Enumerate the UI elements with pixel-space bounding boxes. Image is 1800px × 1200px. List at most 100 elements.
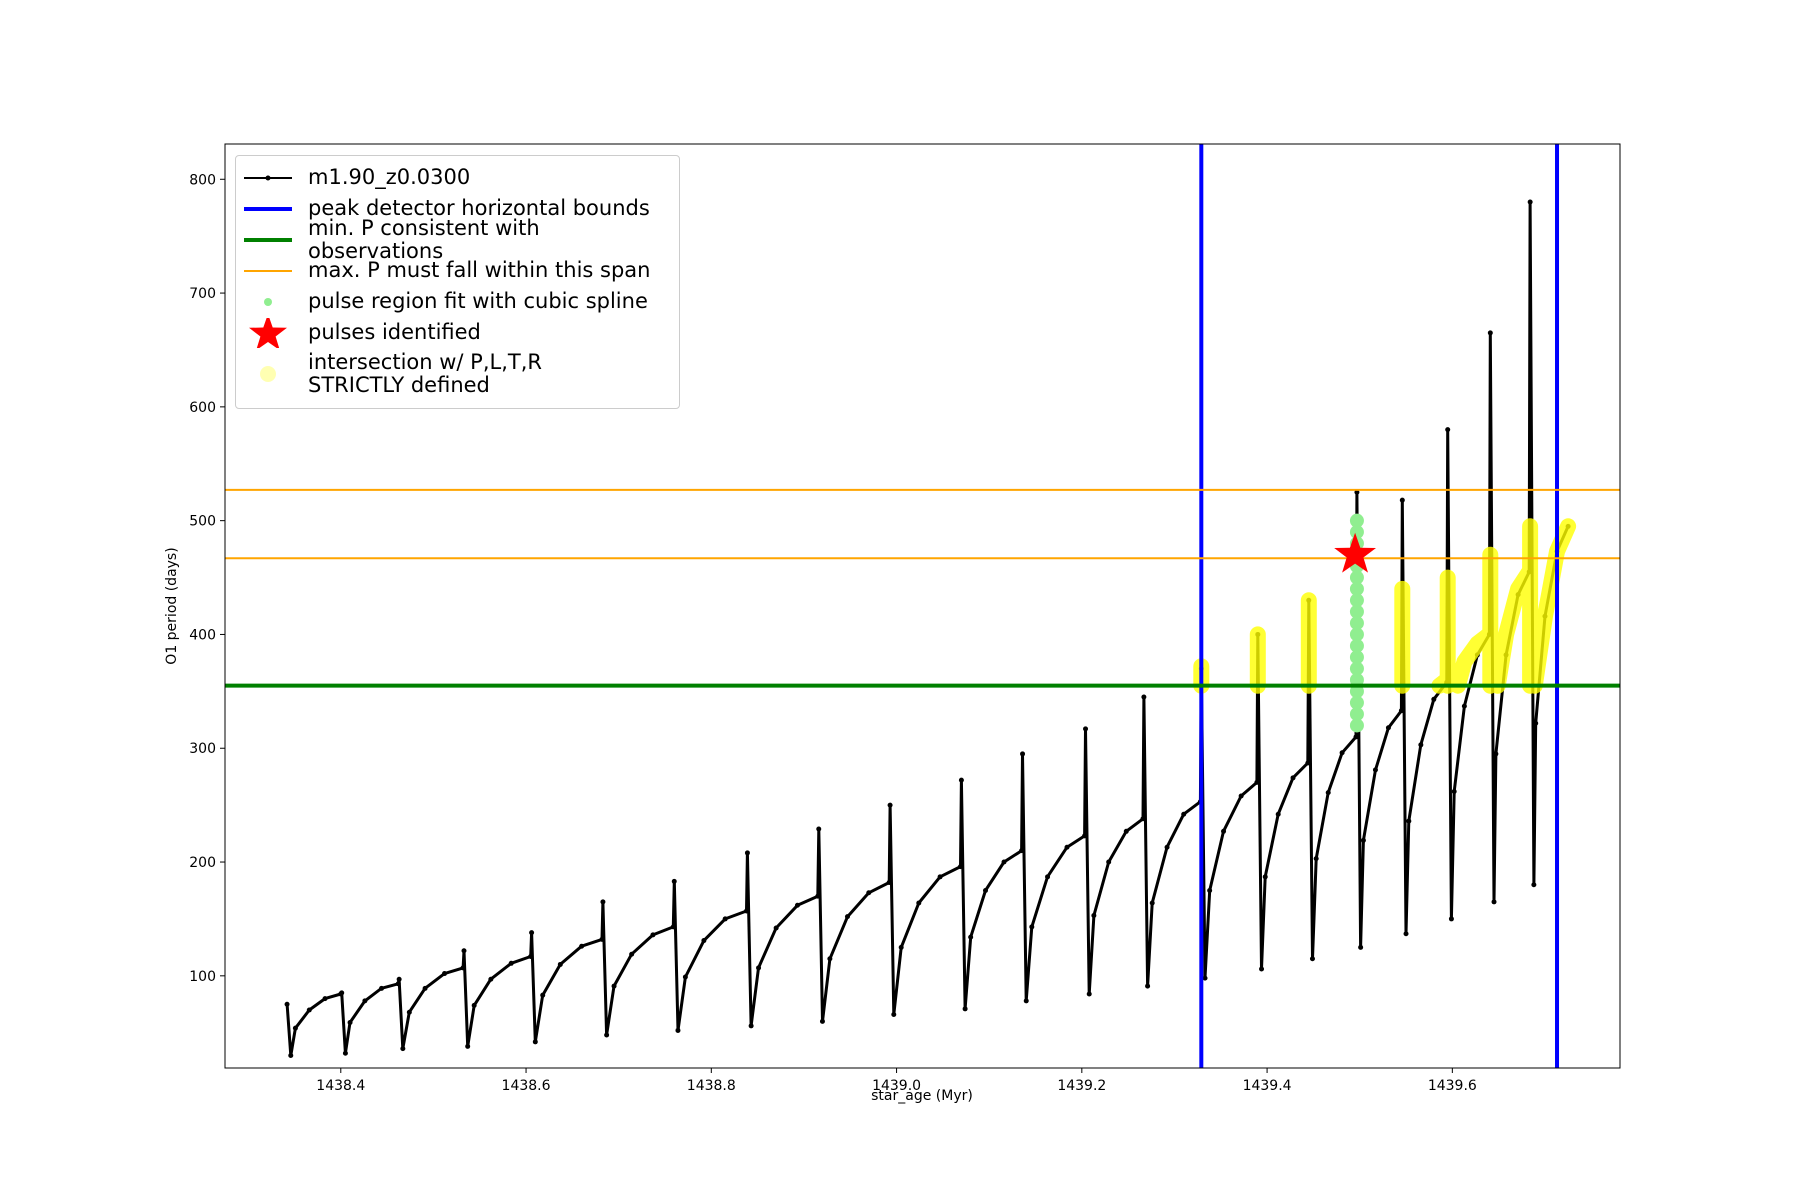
data-point <box>1445 427 1451 433</box>
legend-icon <box>264 297 272 306</box>
data-point <box>1082 833 1088 839</box>
y-tick-label: 700 <box>189 286 216 302</box>
legend-entry: pulse region fit with cubic spline <box>236 286 679 317</box>
data-point <box>1360 837 1366 843</box>
data-point <box>1309 956 1315 962</box>
axes-frame <box>224 143 1621 1069</box>
data-point <box>406 1009 412 1015</box>
spline-point <box>1349 672 1364 687</box>
data-point <box>465 1043 471 1049</box>
data-point <box>1418 742 1424 748</box>
data-point <box>891 1012 897 1018</box>
legend-icon <box>244 237 292 242</box>
spline-point <box>1349 707 1364 722</box>
data-point <box>1001 859 1007 865</box>
data-point <box>982 887 988 893</box>
data-point <box>1020 751 1026 757</box>
spline-point <box>1349 638 1364 653</box>
data-point <box>756 965 762 971</box>
data-point <box>362 998 368 1004</box>
x-axis-label: star_age (Myr) <box>871 1088 973 1104</box>
data-point <box>1164 844 1170 850</box>
data-point <box>744 850 750 856</box>
data-point <box>1181 811 1187 817</box>
data-point <box>1145 983 1151 989</box>
data-point <box>557 961 563 967</box>
data-point <box>816 826 822 832</box>
data-point <box>322 996 328 1002</box>
data-point <box>670 924 676 930</box>
spline-point <box>1349 593 1364 608</box>
pulse-star <box>1334 532 1376 573</box>
data-point <box>1399 497 1405 503</box>
data-point <box>1385 725 1391 731</box>
data-point <box>1372 767 1378 773</box>
data-point <box>1491 899 1497 905</box>
data-point <box>1029 924 1035 930</box>
x-tick-label: 1439.6 <box>1428 1078 1477 1094</box>
data-point <box>288 1052 294 1058</box>
data-point <box>1487 330 1493 336</box>
data-point <box>306 1007 312 1013</box>
data-point <box>461 948 467 954</box>
x-tick-label: 1438.6 <box>502 1078 551 1094</box>
data-point <box>1207 887 1213 893</box>
data-point <box>395 981 401 987</box>
data-point <box>1406 818 1412 824</box>
data-point <box>1451 788 1457 794</box>
data-point <box>604 1032 610 1038</box>
spline-point <box>1349 525 1364 540</box>
spline-point <box>1349 616 1364 631</box>
x-tick-label: 1438.8 <box>687 1078 736 1094</box>
data-point <box>600 899 606 905</box>
data-point <box>1254 779 1260 785</box>
data-point <box>1339 750 1345 756</box>
data-line <box>285 200 1570 1057</box>
data-point <box>396 976 402 982</box>
data-point <box>1221 828 1227 834</box>
legend-label: peak detector horizontal bounds <box>308 196 650 220</box>
legend-icon <box>260 366 276 382</box>
data-point <box>1305 760 1311 766</box>
data-point <box>339 990 345 996</box>
data-point <box>1238 793 1244 799</box>
data-point <box>722 916 728 922</box>
data-point <box>1202 975 1208 981</box>
data-point <box>1527 199 1533 205</box>
data-point <box>611 983 617 989</box>
y-tick-label: 600 <box>189 400 216 416</box>
y-tick-label: 800 <box>189 172 216 188</box>
data-point <box>1531 882 1537 888</box>
data-point <box>1262 874 1268 880</box>
spline-point <box>1349 684 1364 699</box>
legend-entry: max. P must fall within this span <box>236 255 679 286</box>
data-point <box>1045 874 1051 880</box>
legend-entry: peak detector horizontal bounds <box>236 193 679 224</box>
legend-label: intersection w/ P,L,T,R STRICTLY defined <box>308 350 542 397</box>
spline-point <box>1349 695 1364 710</box>
data-point <box>898 944 904 950</box>
x-tick-label: 1439.2 <box>1057 1078 1106 1094</box>
data-point <box>815 893 821 899</box>
data-point <box>844 914 850 920</box>
data-point <box>827 956 833 962</box>
data-point <box>819 1018 825 1024</box>
legend: m1.90_z0.0300 peak detector horizontal bo… <box>235 155 680 409</box>
data-point <box>400 1046 406 1052</box>
legend-icon <box>244 206 292 211</box>
data-point <box>916 900 922 906</box>
data-point <box>1398 708 1404 714</box>
data-point <box>528 953 534 959</box>
data-point <box>650 932 656 938</box>
data-point <box>748 1023 754 1029</box>
data-point <box>968 934 974 940</box>
data-point <box>773 925 779 931</box>
legend-label: min. P consistent with observations <box>308 215 540 263</box>
data-point <box>1358 944 1364 950</box>
data-point <box>1019 848 1025 854</box>
data-point <box>1083 726 1089 732</box>
legend-dot <box>264 297 272 306</box>
legend-icon <box>249 317 287 348</box>
